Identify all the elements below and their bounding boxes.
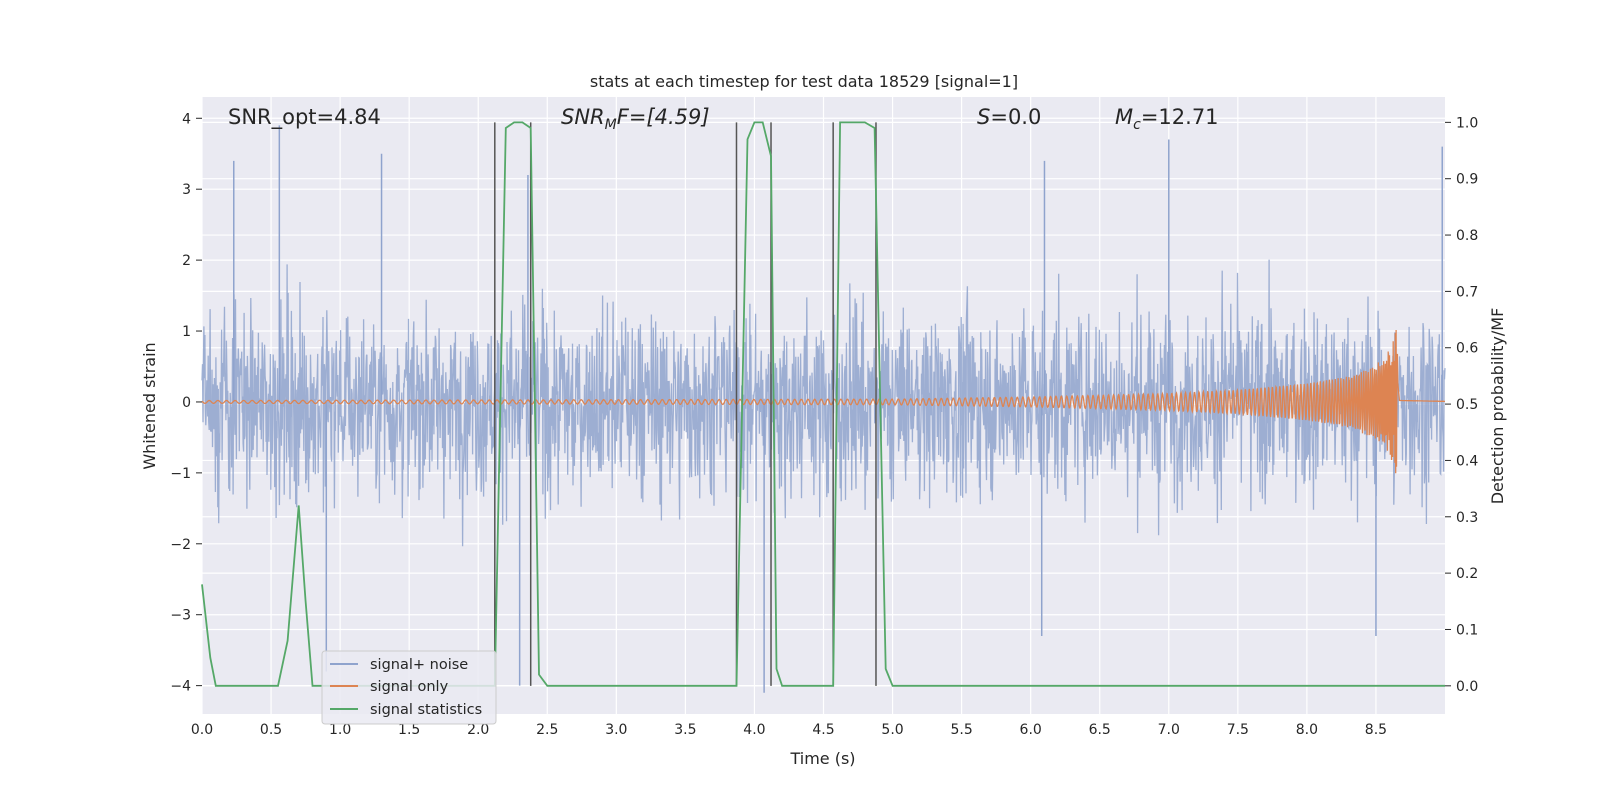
x-tick-label: 7.5 xyxy=(1227,722,1249,738)
right-y-axis-ticks: 1.0 0.9 0.8 0.7 0.6 0.5 0.4 0.3 0.2 0.1 0.0 xyxy=(1445,115,1478,695)
x-tick-label: 4.5 xyxy=(812,722,834,738)
left-y-tick-label: 4 xyxy=(182,111,191,127)
left-y-tick-label: −1 xyxy=(170,466,191,482)
x-axis-ticks: 0.0 0.5 1.0 1.5 2.0 2.5 3.0 3.5 4.0 4.5 5.0 5.5 6.0 6… xyxy=(191,722,1387,738)
x-tick-label: 6.0 xyxy=(1020,722,1042,738)
right-y-tick-label: 0.3 xyxy=(1456,510,1478,526)
x-tick-label: 3.5 xyxy=(674,722,696,738)
legend: signal+ noise signal only signal statist… xyxy=(321,650,497,725)
series-signal-statistics xyxy=(201,121,1445,687)
annotation-snr-opt: SNR_opt=4.84 xyxy=(228,105,381,130)
right-y-tick-label: 0.9 xyxy=(1456,172,1478,188)
x-tick-label: 5.0 xyxy=(881,722,903,738)
x-axis-label: Time (s) xyxy=(789,749,855,768)
signal-statistics-line xyxy=(201,121,1445,687)
right-y-tick-label: 0.8 xyxy=(1456,228,1478,244)
chart-title: stats at each timestep for test data 185… xyxy=(590,72,1018,91)
x-tick-label: 3.0 xyxy=(605,722,627,738)
right-y-tick-label: 1.0 xyxy=(1456,115,1478,131)
x-tick-label: 1.0 xyxy=(329,722,351,738)
right-y-tick-label: 0.0 xyxy=(1456,679,1478,695)
legend-label-signal-plus-noise: signal+ noise xyxy=(370,657,468,673)
right-y-tick-label: 0.1 xyxy=(1456,622,1478,638)
left-y-tick-label: −2 xyxy=(170,537,191,553)
right-y-tick-label: 0.4 xyxy=(1456,453,1478,469)
x-tick-label: 0.0 xyxy=(191,722,213,738)
left-y-tick-label: −4 xyxy=(170,679,191,695)
signal-only-line xyxy=(201,329,1445,474)
x-tick-label: 2.0 xyxy=(467,722,489,738)
series-signal-plus-noise xyxy=(201,125,1446,693)
series-signal-only xyxy=(201,329,1445,474)
x-tick-label: 6.5 xyxy=(1089,722,1111,738)
x-tick-label: 4.0 xyxy=(743,722,765,738)
x-tick-label: 1.5 xyxy=(398,722,420,738)
left-y-tick-label: 3 xyxy=(182,182,191,198)
left-y-tick-label: 2 xyxy=(182,253,191,269)
annotation-s: S=0.0 xyxy=(977,105,1041,129)
signal-plus-noise-line xyxy=(201,259,1446,547)
x-tick-label: 7.0 xyxy=(1158,722,1180,738)
x-tick-label: 8.5 xyxy=(1365,722,1387,738)
annotation-mc: Mc=12.71 xyxy=(1115,105,1219,133)
x-tick-label: 2.5 xyxy=(536,722,558,738)
x-tick-label: 0.5 xyxy=(260,722,282,738)
right-y-axis-label: Detection probability/MF xyxy=(1488,308,1507,505)
x-tick-label: 8.0 xyxy=(1296,722,1318,738)
right-y-tick-label: 0.2 xyxy=(1456,566,1478,582)
left-y-axis-label: Whitened strain xyxy=(140,342,159,469)
left-y-axis-ticks: 4 3 2 1 0 −1 −2 −3 −4 xyxy=(170,111,202,695)
left-y-tick-label: 1 xyxy=(182,324,191,340)
legend-label-signal-statistics: signal statistics xyxy=(370,702,482,718)
legend-label-signal-only: signal only xyxy=(370,679,449,695)
annotation-snr-mf: SNRMF=[4.59] xyxy=(561,105,710,133)
legend-box xyxy=(321,650,497,725)
left-y-tick-label: 0 xyxy=(182,395,191,411)
right-y-tick-label: 0.7 xyxy=(1456,284,1478,300)
x-tick-label: 5.5 xyxy=(950,722,972,738)
right-y-tick-label: 0.5 xyxy=(1456,397,1478,413)
left-y-tick-label: −3 xyxy=(170,608,191,624)
right-y-tick-label: 0.6 xyxy=(1456,341,1478,357)
